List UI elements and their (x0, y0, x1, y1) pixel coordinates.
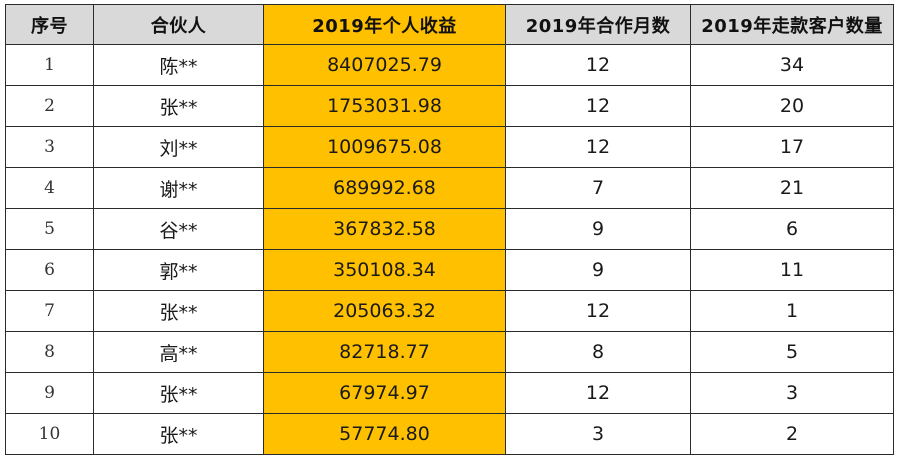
cell-clients: 5 (690, 331, 894, 373)
cell-income: 1009675.08 (263, 126, 506, 168)
cell-clients: 1 (690, 290, 894, 332)
cell-months: 12 (505, 126, 691, 168)
cell-months: 3 (505, 413, 691, 455)
table-row: 2 张** 1753031.98 12 20 (5, 85, 894, 127)
header-seq: 序号 (5, 4, 94, 45)
cell-partner: 张** (93, 372, 264, 414)
header-income: 2019年个人收益 (263, 4, 506, 45)
table-row: 8 高** 82718.77 8 5 (5, 331, 894, 373)
cell-income: 205063.32 (263, 290, 506, 332)
header-clients: 2019年走款客户数量 (690, 4, 894, 45)
cell-income: 57774.80 (263, 413, 506, 455)
cell-income: 367832.58 (263, 208, 506, 250)
cell-months: 12 (505, 85, 691, 127)
cell-income: 82718.77 (263, 331, 506, 373)
cell-clients: 6 (690, 208, 894, 250)
cell-partner: 谷** (93, 208, 264, 250)
cell-seq: 5 (5, 208, 94, 250)
cell-seq: 7 (5, 290, 94, 332)
cell-partner: 张** (93, 413, 264, 455)
table-container: 序号 合伙人 2019年个人收益 2019年合作月数 2019年走款客户数量 1… (5, 4, 894, 455)
cell-seq: 10 (5, 413, 94, 455)
cell-clients: 11 (690, 249, 894, 291)
partner-income-table: 序号 合伙人 2019年个人收益 2019年合作月数 2019年走款客户数量 1… (5, 4, 894, 455)
cell-seq: 4 (5, 167, 94, 209)
cell-months: 7 (505, 167, 691, 209)
table-row: 3 刘** 1009675.08 12 17 (5, 126, 894, 168)
cell-income: 8407025.79 (263, 44, 506, 86)
cell-partner: 刘** (93, 126, 264, 168)
cell-seq: 2 (5, 85, 94, 127)
table-body: 1 陈** 8407025.79 12 34 2 张** 1753031.98 … (5, 44, 894, 455)
cell-partner: 郭** (93, 249, 264, 291)
cell-partner: 谢** (93, 167, 264, 209)
cell-income: 67974.97 (263, 372, 506, 414)
cell-partner: 张** (93, 85, 264, 127)
cell-partner: 高** (93, 331, 264, 373)
cell-seq: 3 (5, 126, 94, 168)
table-row: 10 张** 57774.80 3 2 (5, 413, 894, 455)
cell-income: 350108.34 (263, 249, 506, 291)
cell-months: 8 (505, 331, 691, 373)
table-row: 7 张** 205063.32 12 1 (5, 290, 894, 332)
cell-months: 12 (505, 290, 691, 332)
table-header: 序号 合伙人 2019年个人收益 2019年合作月数 2019年走款客户数量 (5, 4, 894, 45)
cell-seq: 9 (5, 372, 94, 414)
header-row: 序号 合伙人 2019年个人收益 2019年合作月数 2019年走款客户数量 (5, 4, 894, 45)
cell-clients: 3 (690, 372, 894, 414)
cell-months: 12 (505, 44, 691, 86)
table-row: 9 张** 67974.97 12 3 (5, 372, 894, 414)
table-row: 1 陈** 8407025.79 12 34 (5, 44, 894, 86)
cell-partner: 张** (93, 290, 264, 332)
cell-clients: 2 (690, 413, 894, 455)
table-row: 6 郭** 350108.34 9 11 (5, 249, 894, 291)
header-months: 2019年合作月数 (505, 4, 691, 45)
cell-clients: 34 (690, 44, 894, 86)
cell-months: 9 (505, 249, 691, 291)
cell-clients: 21 (690, 167, 894, 209)
table-row: 5 谷** 367832.58 9 6 (5, 208, 894, 250)
cell-income: 689992.68 (263, 167, 506, 209)
cell-months: 9 (505, 208, 691, 250)
cell-months: 12 (505, 372, 691, 414)
cell-seq: 1 (5, 44, 94, 86)
cell-seq: 6 (5, 249, 94, 291)
cell-income: 1753031.98 (263, 85, 506, 127)
cell-clients: 20 (690, 85, 894, 127)
table-row: 4 谢** 689992.68 7 21 (5, 167, 894, 209)
cell-partner: 陈** (93, 44, 264, 86)
cell-clients: 17 (690, 126, 894, 168)
header-partner: 合伙人 (93, 4, 264, 45)
cell-seq: 8 (5, 331, 94, 373)
